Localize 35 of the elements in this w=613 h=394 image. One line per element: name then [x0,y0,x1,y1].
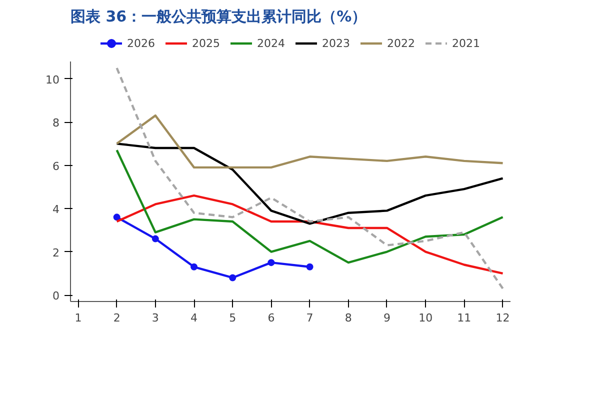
point [113,214,120,221]
x-tick-label: 7 [306,312,314,324]
y-tick-label: 4 [52,203,60,216]
x-tick-label: 10 [418,312,433,324]
legend-label: 2023 [322,36,350,50]
point [190,263,198,270]
legend-label: 2025 [192,36,220,50]
y-tick-label: 2 [52,246,60,260]
line-series [116,149,504,264]
line-series [116,66,504,290]
chart-title: 图表 36：一般公共预算支出累计同比（%） [70,8,367,26]
legend-label: 2022 [387,36,415,50]
y-tick-label: 6 [52,160,60,173]
y-tick-label: 8 [52,116,60,130]
legend-label: 2026 [127,36,155,50]
x-tick-label: 6 [268,312,275,324]
legend-label: 2024 [257,36,285,50]
x-tick-label: 5 [229,312,236,324]
x-tick-label: 12 [496,312,510,324]
point [152,235,159,242]
point [229,274,236,282]
x-tick-label: 11 [457,312,472,324]
x-tick-label: 2 [113,312,120,324]
x-tick-label: 8 [344,312,352,324]
line-series [116,114,504,169]
line-series [116,142,504,225]
x-tick-label: 9 [383,312,390,324]
x-tick-label: 3 [152,312,159,324]
y-tick-label: 0 [52,290,60,303]
point [306,263,314,270]
x-tick-label: 1 [74,312,82,324]
legend-label: 2021 [452,36,480,50]
point [268,259,275,266]
y-tick-label: 10 [46,73,60,86]
x-tick-label: 4 [190,312,198,324]
